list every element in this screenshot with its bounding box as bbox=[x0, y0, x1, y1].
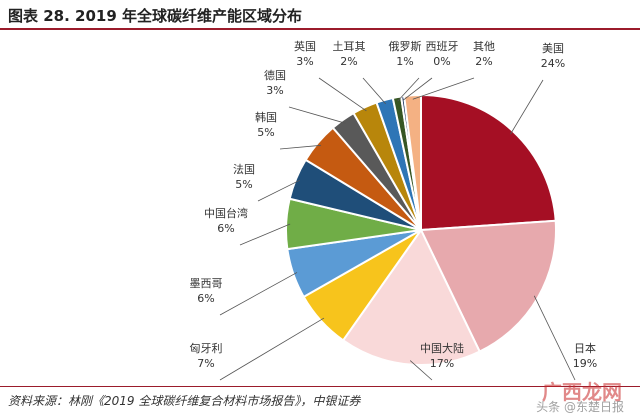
slice-value-9: 3% bbox=[296, 55, 313, 68]
slice-value-6: 5% bbox=[235, 178, 252, 191]
leader-line-6 bbox=[257, 179, 301, 202]
slice-label-10: 土耳其 bbox=[333, 40, 366, 53]
slice-label-8: 德国 bbox=[264, 68, 286, 82]
title-divider bbox=[0, 28, 640, 30]
pie-slice-13 bbox=[403, 93, 422, 231]
slice-value-12: 0% bbox=[433, 55, 450, 68]
leader-line-1 bbox=[533, 295, 576, 381]
chart-title: 图表 28. 2019 年全球碳纤维产能区域分布 bbox=[8, 7, 302, 25]
leader-line-5 bbox=[239, 223, 291, 246]
leader-line-2 bbox=[409, 360, 433, 381]
leader-line-10 bbox=[362, 77, 386, 105]
title-bar: 图表 28. 2019 年全球碳纤维产能区域分布 bbox=[0, 0, 640, 30]
slice-value-8: 3% bbox=[266, 84, 283, 97]
leader-line-12 bbox=[402, 77, 433, 101]
leader-line-13 bbox=[412, 77, 475, 100]
leader-line-7 bbox=[279, 144, 322, 150]
slice-label-13: 其他 bbox=[473, 40, 495, 53]
slice-label-7: 韩国 bbox=[255, 110, 277, 124]
slice-label-2: 中国大陆 bbox=[420, 341, 464, 355]
slice-label-5: 中国台湾 bbox=[204, 206, 248, 220]
slice-value-11: 1% bbox=[396, 55, 413, 68]
slice-value-13: 2% bbox=[475, 55, 492, 68]
leader-line-3 bbox=[219, 317, 325, 381]
slice-value-4: 6% bbox=[197, 292, 214, 305]
leader-lines bbox=[219, 77, 576, 381]
slice-label-3: 匈牙利 bbox=[190, 341, 223, 355]
slice-value-5: 6% bbox=[217, 222, 234, 235]
leader-line-11 bbox=[397, 77, 420, 102]
slice-label-12: 西班牙 bbox=[426, 40, 459, 53]
pie-slices bbox=[285, 93, 557, 366]
pie-slice-1 bbox=[419, 219, 557, 353]
leader-line-9 bbox=[318, 77, 367, 112]
slice-value-3: 7% bbox=[197, 357, 214, 370]
slice-label-6: 法国 bbox=[233, 162, 255, 176]
slice-value-1: 19% bbox=[573, 357, 597, 370]
slice-value-7: 5% bbox=[257, 126, 274, 139]
footer-divider bbox=[0, 386, 640, 387]
slice-label-11: 俄罗斯 bbox=[389, 40, 422, 53]
slice-label-4: 墨西哥 bbox=[190, 277, 223, 290]
leader-line-4 bbox=[219, 272, 298, 316]
slice-label-0: 美国 bbox=[542, 42, 564, 55]
pie-slice-0 bbox=[420, 93, 557, 232]
slice-value-0: 24% bbox=[541, 57, 565, 70]
slice-value-2: 17% bbox=[430, 357, 454, 370]
watermark: 广西龙网 bbox=[542, 380, 622, 404]
slice-label-1: 日本 bbox=[574, 341, 596, 355]
pie-slice-2 bbox=[341, 228, 482, 366]
slice-value-10: 2% bbox=[340, 55, 357, 68]
watermark-sub: 头条 @东楚日报 bbox=[536, 400, 624, 414]
source-note: 资料来源：林刚《2019 全球碳纤维复合材料市场报告》，中银证券 bbox=[8, 394, 361, 408]
slice-label-9: 英国 bbox=[294, 39, 316, 53]
pie-chart: 美国 24% 日本 19% 中国大陆 17% 匈牙利 7% 墨西哥 6% 中国台湾 6% 法国 5% 韩国 5… bbox=[190, 39, 598, 381]
slice-labels: 美国 24% 日本 19% 中国大陆 17% 匈牙利 7% 墨西哥 6% 中国台湾 6% 法国 5% 韩国 5… bbox=[190, 39, 598, 370]
leader-line-8 bbox=[288, 106, 346, 124]
leader-line-0 bbox=[510, 79, 544, 135]
